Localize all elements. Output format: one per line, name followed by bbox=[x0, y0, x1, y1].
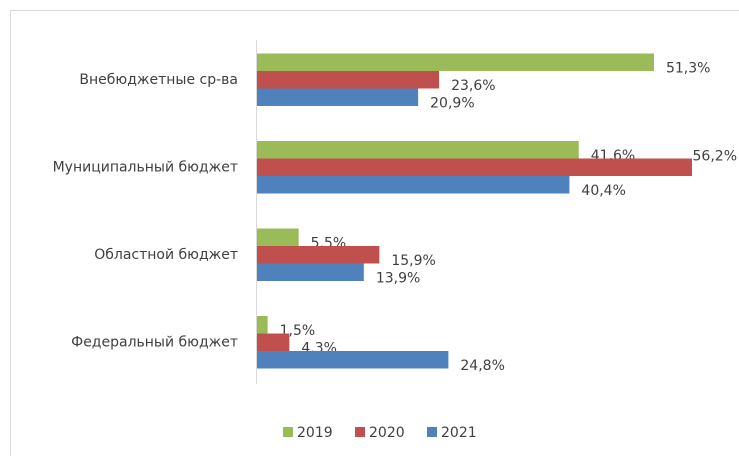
bar bbox=[256, 333, 290, 351]
data-label: 15,9% bbox=[391, 253, 435, 269]
legend-label: 2019 bbox=[297, 425, 333, 441]
data-label: 13,9% bbox=[376, 270, 420, 286]
bar bbox=[256, 141, 579, 159]
bar bbox=[256, 53, 654, 71]
y-tick-label: Федеральный бюджет bbox=[71, 334, 238, 350]
bar bbox=[256, 228, 299, 246]
data-label: 24,8% bbox=[460, 358, 504, 374]
bar bbox=[256, 263, 364, 281]
data-label: 40,4% bbox=[581, 183, 625, 199]
legend-swatch bbox=[355, 427, 365, 437]
data-label: 23,6% bbox=[451, 78, 495, 94]
bar bbox=[256, 351, 449, 369]
legend-swatch bbox=[427, 427, 437, 437]
data-label: 51,3% bbox=[666, 60, 710, 76]
bar bbox=[256, 316, 268, 334]
bar bbox=[256, 246, 380, 264]
data-label: 20,9% bbox=[430, 95, 474, 111]
y-tick-label: Муниципальный бюджет bbox=[53, 159, 238, 175]
y-tick-label: Внебюджетные ср-ва bbox=[79, 72, 238, 88]
bar bbox=[256, 158, 692, 176]
legend-label: 2021 bbox=[441, 425, 477, 441]
data-label: 56,2% bbox=[693, 149, 737, 165]
y-tick-label: Областной бюджет bbox=[94, 247, 238, 263]
bar bbox=[256, 71, 440, 89]
bar bbox=[256, 88, 419, 106]
bar bbox=[256, 176, 570, 194]
legend-swatch bbox=[283, 427, 293, 437]
legend-label: 2020 bbox=[369, 425, 405, 441]
